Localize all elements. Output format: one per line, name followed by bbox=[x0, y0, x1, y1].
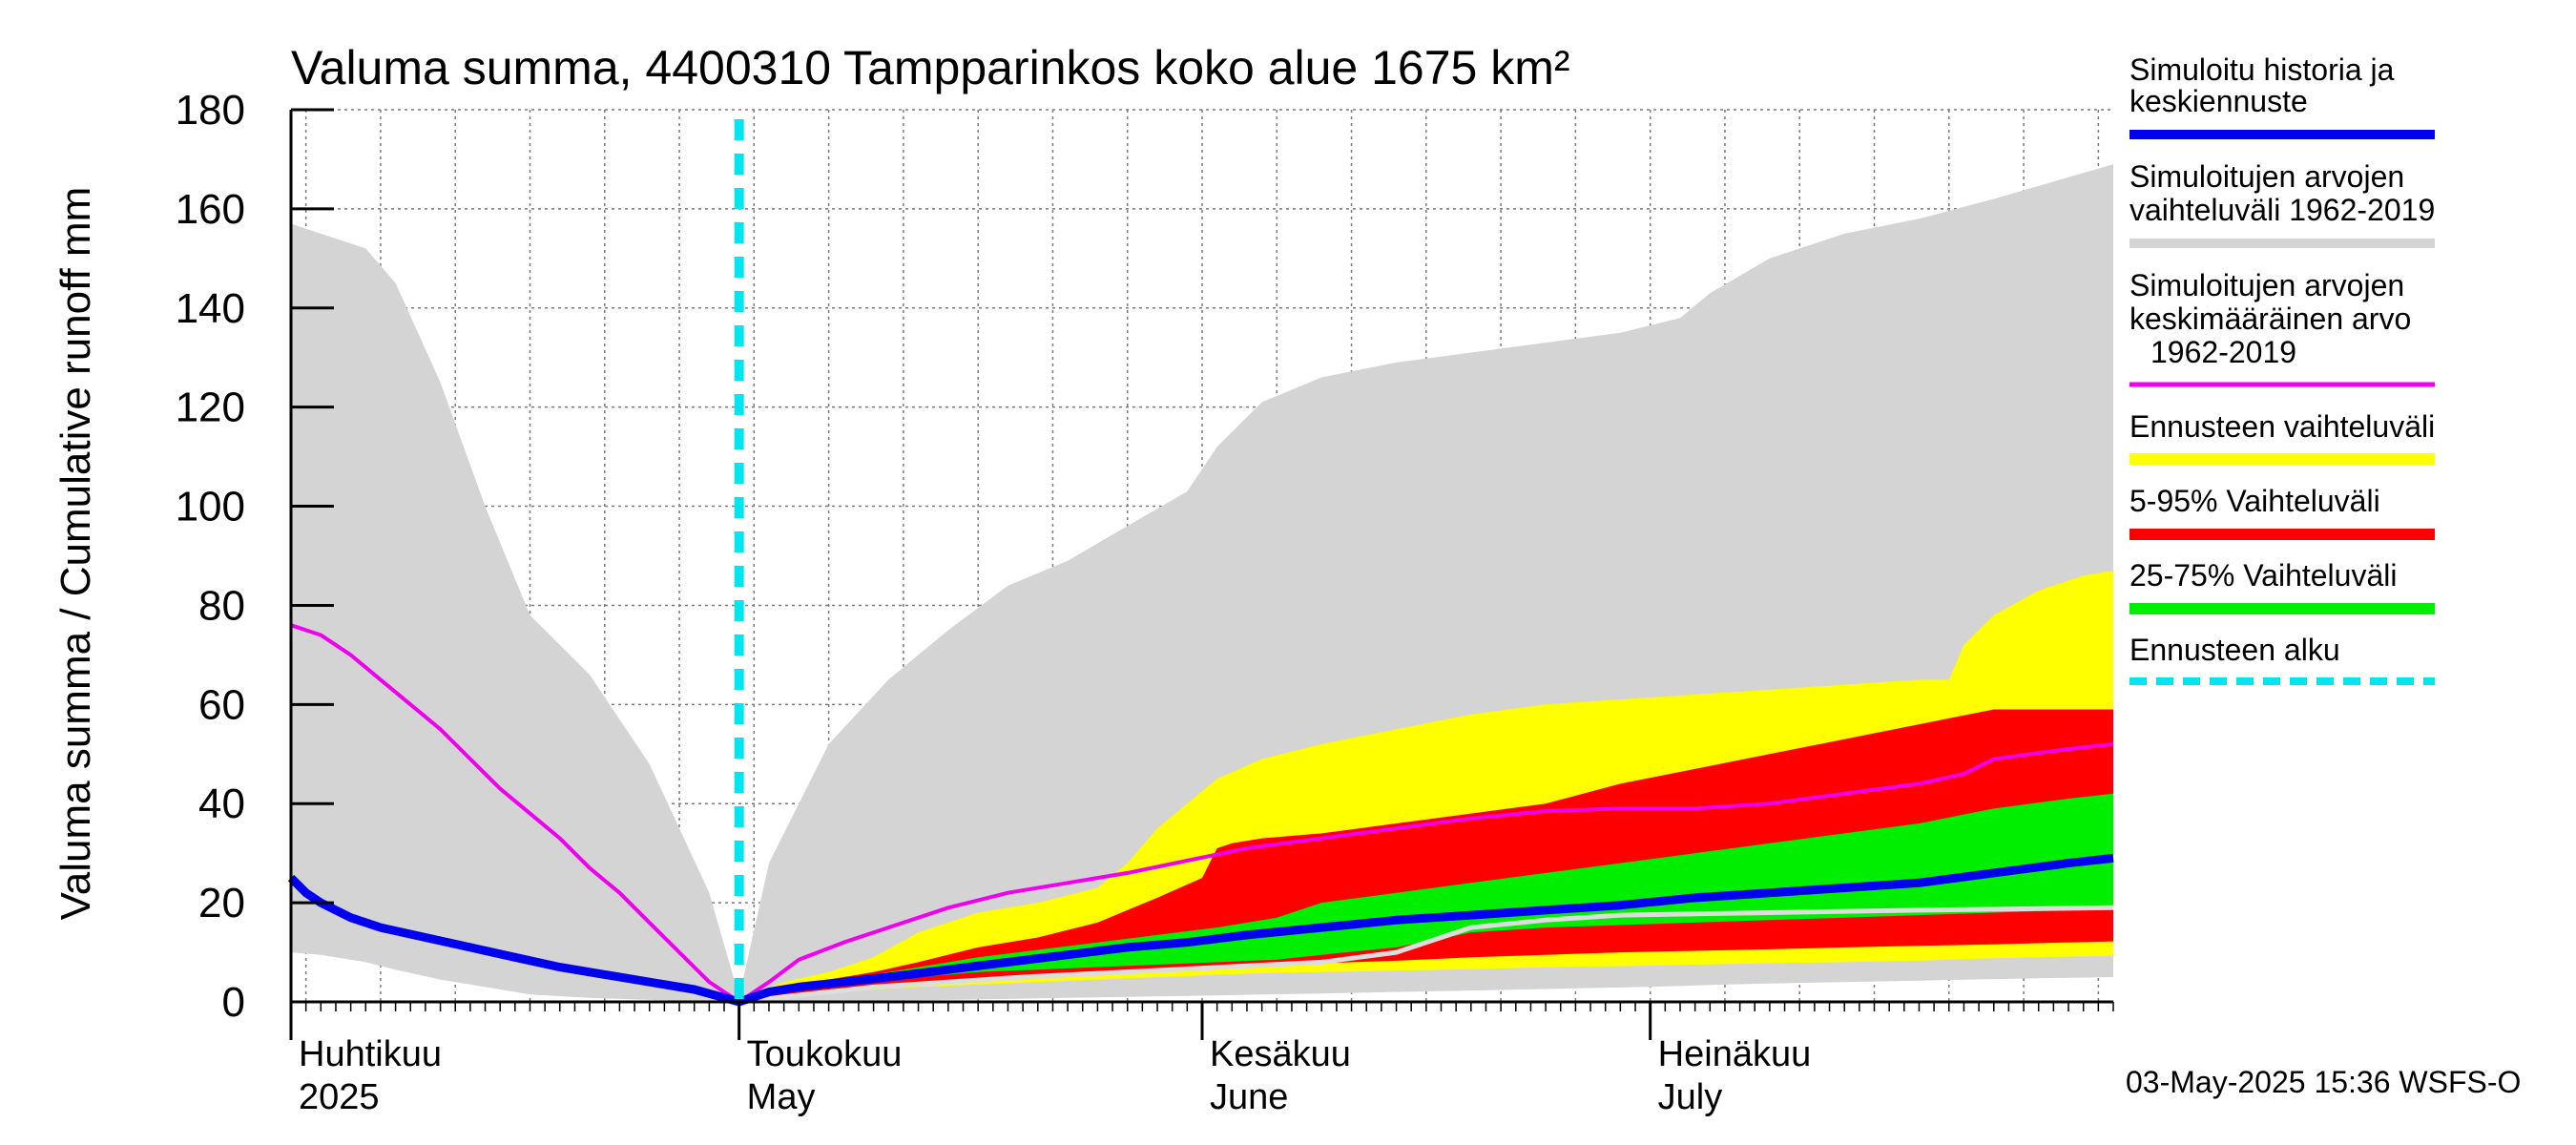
month-label-en: 2025 bbox=[299, 1077, 380, 1117]
y-tick-label: 20 bbox=[198, 880, 245, 926]
y-tick-label: 40 bbox=[198, 781, 245, 827]
y-axis-label: Valuma summa / Cumulative runoff mm bbox=[52, 187, 99, 921]
axes bbox=[289, 108, 2114, 1040]
series-line-simuloitujen bbox=[290, 623, 2114, 1004]
legend-forecast-start: Ennusteen alku bbox=[2129, 633, 2340, 667]
chart-title: Valuma summa, 4400310 Tampparinkos koko … bbox=[291, 41, 1570, 94]
legend-sim-hist-line1: Simuloitu historia ja bbox=[2129, 52, 2395, 87]
month-label-fi: Kesäkuu bbox=[1210, 1034, 1351, 1074]
y-tick-label: 60 bbox=[198, 681, 245, 728]
legend-range-line2: vaihteluväli 1962-2019 bbox=[2129, 193, 2435, 227]
legend-mean-line3: 1962-2019 bbox=[2150, 335, 2296, 369]
y-tick-label: 120 bbox=[176, 385, 245, 431]
month-label-en: May bbox=[747, 1077, 816, 1117]
month-label-fi: Huhtikuu bbox=[299, 1034, 442, 1074]
timestamp: 03-May-2025 15:36 WSFS-O bbox=[2126, 1065, 2521, 1099]
legend-sim-hist-line2: keskiennuste bbox=[2129, 84, 2308, 118]
month-label-fi: Heinäkuu bbox=[1658, 1034, 1812, 1074]
y-tick-label: 0 bbox=[222, 979, 245, 1026]
legend-p5-95: 5-95% Vaihteluväli bbox=[2129, 484, 2380, 518]
month-label-en: June bbox=[1210, 1077, 1288, 1117]
y-tick-label: 80 bbox=[198, 582, 245, 629]
month-label-en: July bbox=[1658, 1077, 1723, 1117]
legend-forecast-range: Ennusteen vaihteluväli bbox=[2129, 409, 2435, 444]
y-tick-labels: 0 20 40 60 80 100 120 140 160 180 bbox=[176, 87, 245, 1026]
legend-p25-75: 25-75% Vaihteluväli bbox=[2129, 558, 2397, 593]
y-tick-label: 180 bbox=[176, 87, 245, 134]
legend-range-line1: Simuloitujen arvojen bbox=[2129, 159, 2404, 194]
y-tick-label: 160 bbox=[176, 186, 245, 233]
legend: Simuloitu historia ja keskiennuste Simul… bbox=[2129, 52, 2435, 685]
series-line-simuloitu bbox=[287, 853, 2114, 1007]
y-tick-label: 100 bbox=[176, 484, 245, 531]
legend-mean-line2: keskimääräinen arvo bbox=[2129, 302, 2411, 336]
month-label-fi: Toukokuu bbox=[747, 1034, 903, 1074]
lines bbox=[287, 623, 2114, 1007]
band-2 bbox=[738, 709, 2114, 1002]
series-line-median bbox=[738, 905, 2114, 1005]
legend-mean-line1: Simuloitujen arvojen bbox=[2129, 268, 2404, 302]
y-tick-label: 140 bbox=[176, 285, 245, 332]
